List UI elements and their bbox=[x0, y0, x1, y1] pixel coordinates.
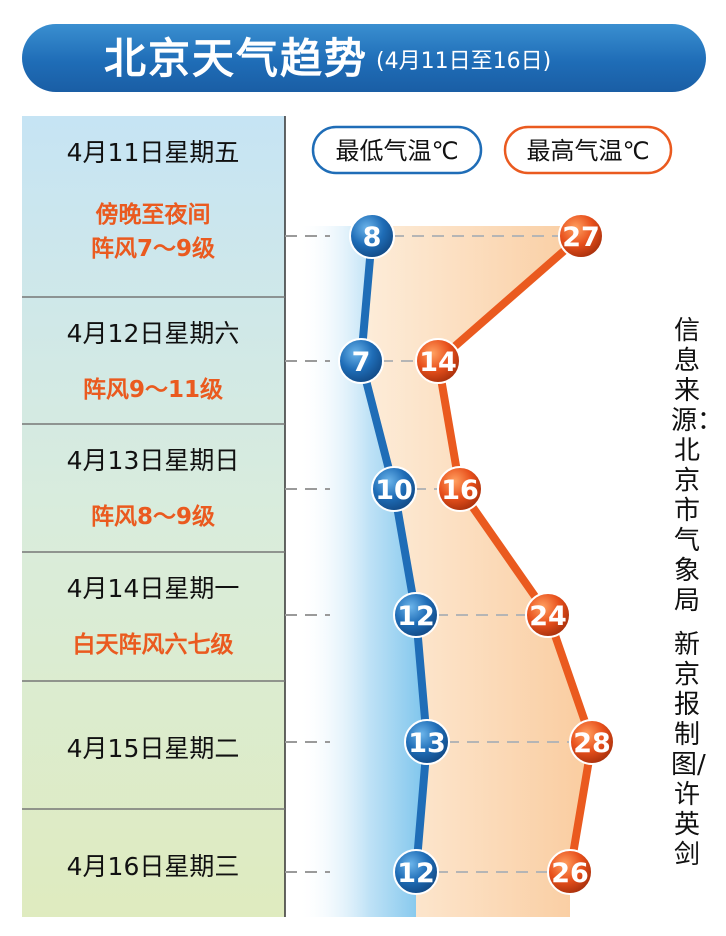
low-temp-point: 10 bbox=[371, 466, 417, 512]
high-temp-point-marker bbox=[569, 719, 615, 765]
high-temp-point: 14 bbox=[415, 338, 461, 384]
high-temp-point: 26 bbox=[547, 849, 593, 895]
legend-high-frame bbox=[503, 125, 673, 175]
date-range: (4月11日至16日) bbox=[376, 49, 552, 74]
high-temp-point: 27 bbox=[558, 213, 604, 259]
legend-low-frame bbox=[311, 125, 483, 175]
day-label: 4月11日星期五 bbox=[67, 138, 240, 167]
source-text: 信息来源：北京市气象局 bbox=[671, 316, 724, 616]
high-temp-point-label: 28 bbox=[573, 728, 611, 759]
wind-label: 阵风9～11级 bbox=[83, 376, 223, 403]
low-temp-band bbox=[298, 226, 427, 917]
low-temp-point-marker bbox=[393, 849, 439, 895]
high-temp-point-marker bbox=[415, 338, 461, 384]
day-label: 4月14日星期一 bbox=[67, 574, 240, 603]
wind-label: 阵风7～9级 bbox=[91, 235, 215, 262]
day-column-background bbox=[22, 116, 285, 917]
high-temp-point: 28 bbox=[569, 719, 615, 765]
credit-text: 新京报制图/许英剑 bbox=[671, 630, 706, 870]
high-temp-point-label: 24 bbox=[529, 601, 567, 632]
day-panel bbox=[22, 116, 286, 917]
wind-label: 傍晚至夜间 bbox=[96, 201, 211, 228]
low-temp-point-label: 12 bbox=[397, 601, 435, 632]
low-temp-point-marker bbox=[371, 466, 417, 512]
low-temp-point-marker bbox=[393, 592, 439, 638]
low-temp-point-label: 12 bbox=[397, 858, 435, 889]
low-temp-point: 12 bbox=[393, 592, 439, 638]
high-temp-point-marker bbox=[525, 592, 571, 638]
title-banner bbox=[22, 24, 706, 92]
low-temp-point: 7 bbox=[338, 338, 384, 384]
high-temp-point-label: 14 bbox=[419, 347, 457, 378]
low-temp-point-marker bbox=[349, 213, 395, 259]
day-row: 4月16日星期三 bbox=[22, 808, 285, 881]
high-temp-point: 24 bbox=[525, 592, 571, 638]
legend-high-label: 最高气温℃ bbox=[527, 137, 650, 165]
day-row: 4月15日星期二 bbox=[22, 680, 285, 763]
day-label: 4月13日星期日 bbox=[67, 446, 240, 475]
high-temp-point-label: 27 bbox=[562, 222, 600, 253]
legend-low-label: 最低气温℃ bbox=[336, 137, 459, 165]
low-temp-point-label: 7 bbox=[352, 347, 371, 378]
legend: 最低气温℃ 最高气温℃ bbox=[311, 125, 673, 175]
low-temp-point-label: 10 bbox=[375, 475, 413, 506]
low-temp-point-label: 8 bbox=[363, 222, 382, 253]
high-temp-band bbox=[361, 226, 592, 917]
low-temp-point-label: 13 bbox=[408, 728, 446, 759]
day-label: 4月16日星期三 bbox=[67, 852, 240, 881]
high-temp-point-marker bbox=[437, 466, 483, 512]
low-temp-point: 8 bbox=[349, 213, 395, 259]
high-temp-point-marker bbox=[547, 849, 593, 895]
high-temp-point-marker bbox=[558, 213, 604, 259]
low-temp-point-marker bbox=[404, 719, 450, 765]
low-temp-point: 12 bbox=[393, 849, 439, 895]
low-temp-point-marker bbox=[338, 338, 384, 384]
high-temp-point-label: 26 bbox=[551, 858, 589, 889]
low-temp-point: 13 bbox=[404, 719, 450, 765]
day-label: 4月15日星期二 bbox=[67, 734, 240, 763]
wind-label: 白天阵风六七级 bbox=[73, 631, 234, 658]
wind-label: 阵风8～9级 bbox=[91, 503, 215, 530]
day-label: 4月12日星期六 bbox=[67, 319, 240, 348]
source-credit: 信息来源：北京市气象局 新京报制图/许英剑 bbox=[671, 316, 724, 870]
high-temp-point: 16 bbox=[437, 466, 483, 512]
high-temp-point-label: 16 bbox=[441, 475, 479, 506]
page-title: 北京天气趋势 bbox=[104, 34, 369, 83]
